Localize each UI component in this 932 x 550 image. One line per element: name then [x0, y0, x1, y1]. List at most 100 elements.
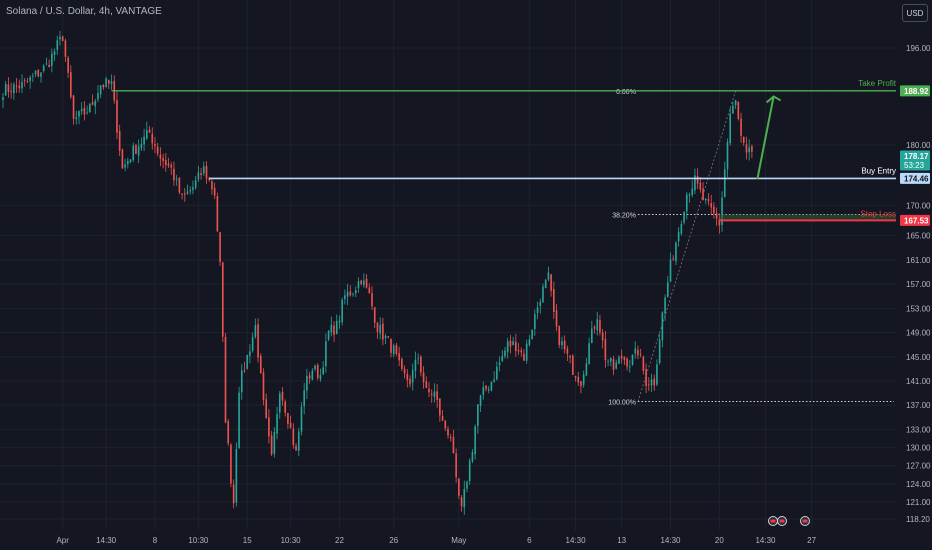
candle-body	[295, 445, 297, 451]
candle-body	[213, 187, 216, 196]
us-flag-event-icon-mark	[802, 519, 808, 523]
candle-body	[238, 392, 240, 448]
time-tick-label: May	[451, 536, 466, 545]
time-tick-label: 6	[527, 536, 532, 545]
candle-body	[471, 452, 474, 462]
candle-body	[265, 399, 268, 419]
candle-body	[447, 428, 449, 436]
candle-body	[278, 393, 281, 413]
candle-body	[262, 372, 265, 401]
candle-body	[558, 325, 561, 345]
candle-body	[333, 325, 335, 335]
candle-body	[67, 57, 69, 73]
time-tick-label: 13	[617, 536, 626, 545]
candle-body	[365, 278, 368, 288]
grid	[0, 0, 896, 530]
candle-body	[143, 136, 145, 145]
candle-body	[474, 426, 476, 455]
candle-body	[303, 390, 306, 407]
candle-body	[661, 312, 664, 341]
candle-body	[259, 355, 262, 374]
candle-body	[390, 338, 392, 353]
candle-body	[547, 272, 550, 280]
candle-body	[314, 365, 316, 370]
candle-body	[601, 332, 604, 341]
candle-body	[189, 190, 192, 192]
candle-body	[515, 341, 517, 351]
candle-body	[316, 365, 319, 378]
current-price-countdown: 53:23	[904, 161, 925, 170]
candle-body	[15, 85, 18, 87]
candle-body	[653, 378, 656, 386]
candle-body	[496, 366, 498, 380]
candle-body	[618, 357, 620, 364]
candle-body	[40, 72, 42, 77]
candle-body	[523, 353, 525, 361]
candle-body	[352, 293, 354, 295]
candle-body	[403, 368, 406, 374]
candle-body	[569, 355, 571, 358]
candle-body	[145, 130, 148, 139]
candle-body	[531, 330, 533, 340]
candle-body	[10, 90, 12, 92]
trade-levels[interactable]: Take Profit Buy Entry Stop Loss	[111, 79, 897, 222]
price-tick-label: 153.00	[906, 304, 931, 313]
candle-body	[148, 129, 151, 133]
candle-body	[683, 211, 685, 223]
candle-body	[32, 75, 34, 77]
candle-body	[61, 36, 64, 41]
candle-body	[360, 280, 362, 285]
candle-body	[29, 77, 31, 82]
candle-body	[672, 258, 675, 260]
candle-body	[498, 362, 501, 366]
candle-body	[330, 324, 333, 333]
candle-body	[637, 349, 639, 356]
candle-body	[192, 187, 194, 190]
time-tick-label: 26	[389, 536, 398, 545]
candle-body	[173, 168, 175, 181]
candle-body	[257, 324, 259, 358]
candle-body	[704, 198, 707, 201]
candle-body	[205, 165, 208, 179]
candle-body	[482, 387, 485, 395]
candle-body	[449, 437, 452, 439]
candle-body	[13, 84, 15, 94]
candle-body	[80, 109, 83, 112]
candle-body	[230, 444, 232, 484]
candle-body	[194, 180, 197, 188]
candle-body	[42, 65, 45, 71]
candle-body	[140, 143, 143, 149]
candle-body	[51, 53, 53, 66]
candle-body	[268, 417, 270, 437]
candle-body	[623, 356, 626, 360]
currency-button[interactable]: USD	[902, 4, 928, 22]
candle-body	[501, 355, 504, 361]
candle-body	[56, 40, 59, 50]
candle-body	[642, 356, 645, 371]
candle-body	[433, 391, 436, 397]
candle-body	[224, 336, 227, 423]
price-tick-label: 127.00	[906, 462, 931, 471]
candle-body	[406, 373, 409, 381]
time-axis[interactable]: Apr 14:30 8 10:30 15 10:30 22 26 May 6 14:30 13 14:3…	[56, 536, 816, 545]
candle-body	[108, 80, 110, 84]
candle-body	[368, 287, 371, 294]
candle-body	[634, 348, 637, 354]
candle-body	[164, 159, 167, 166]
candle-body	[175, 178, 178, 180]
price-axis[interactable]: 196.00 180.00 170.00 165.00 161.00 157.00 153.…	[900, 44, 931, 524]
candle-body	[512, 341, 514, 346]
stop-loss-badge	[900, 214, 930, 226]
time-tick-label: 14:30	[566, 536, 587, 545]
candle-body	[354, 290, 357, 294]
candle-body	[83, 107, 86, 115]
price-tick-label: 145.00	[906, 353, 931, 362]
candle-body	[553, 289, 555, 312]
candle-body	[346, 291, 349, 297]
candle-body	[251, 337, 254, 351]
price-tick-label: 118.20	[906, 515, 930, 524]
candle-body	[685, 194, 688, 212]
candle-body	[542, 286, 544, 303]
candle-body	[458, 478, 460, 496]
